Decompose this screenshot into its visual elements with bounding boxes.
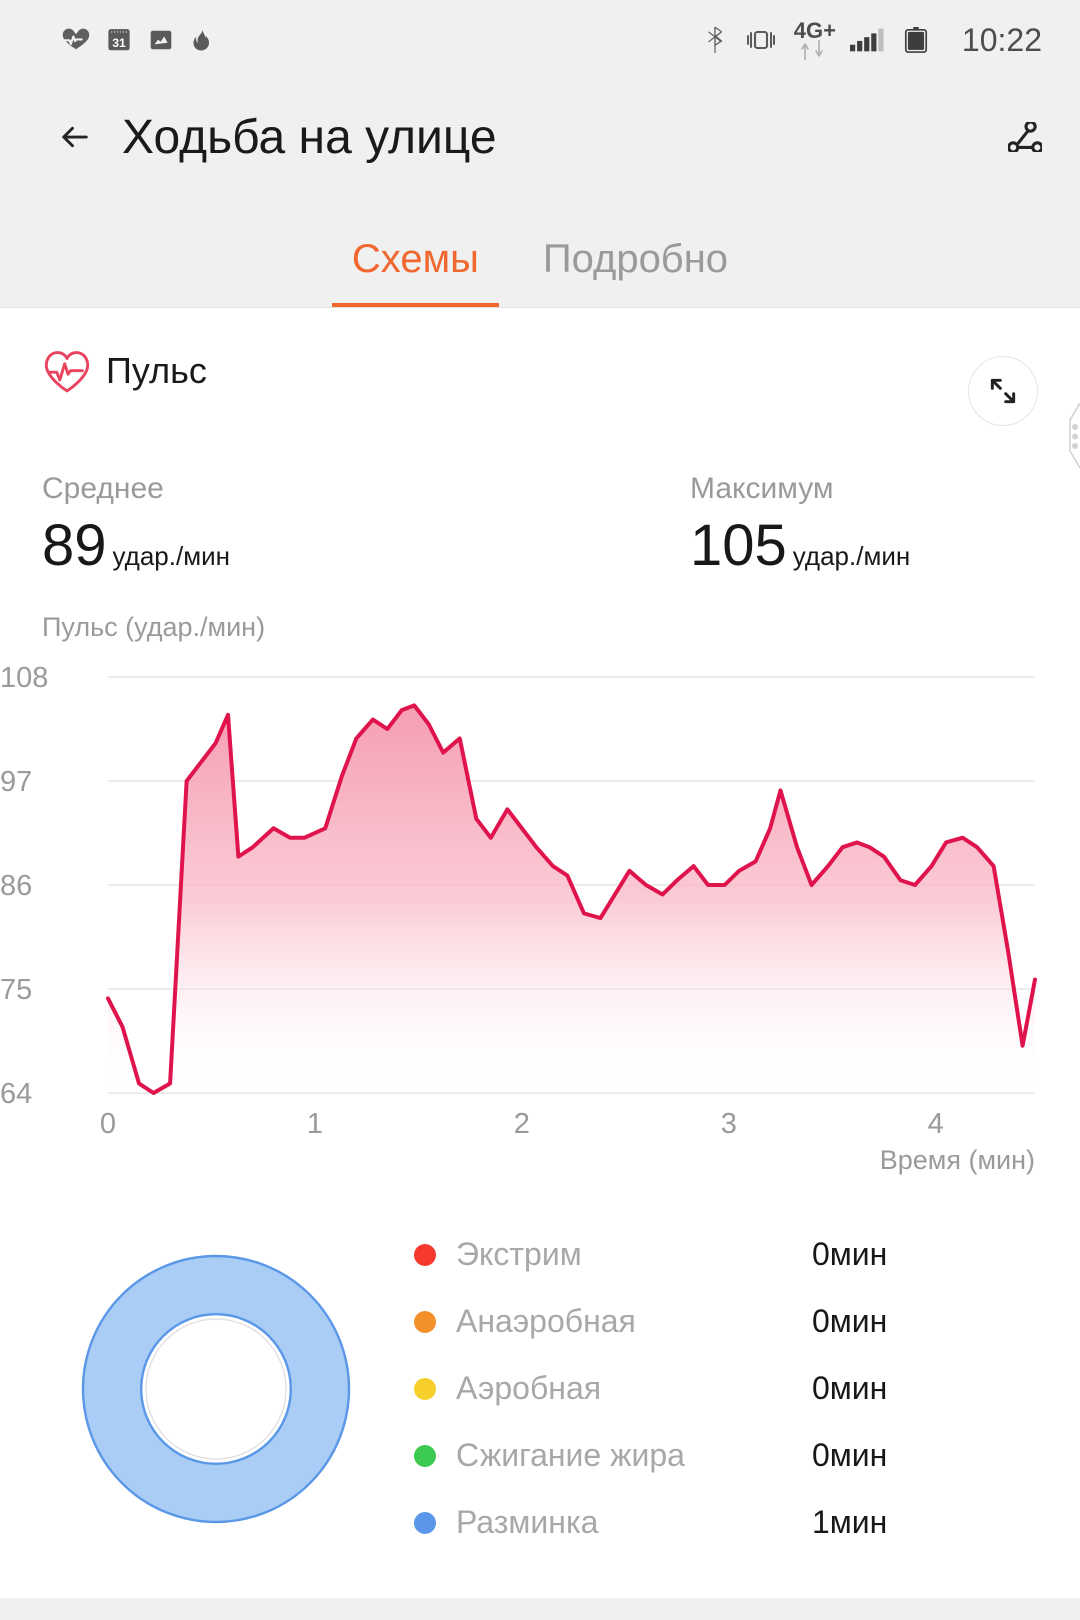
svg-text:4: 4	[928, 1108, 944, 1140]
svg-text:86: 86	[0, 870, 32, 902]
svg-text:97: 97	[0, 766, 32, 798]
svg-text:0: 0	[100, 1108, 116, 1140]
svg-text:31: 31	[112, 36, 126, 50]
svg-text:75: 75	[0, 974, 32, 1006]
svg-text:108: 108	[0, 662, 48, 694]
svg-text:2: 2	[514, 1108, 530, 1140]
svg-text:64: 64	[0, 1078, 32, 1110]
svg-text:3: 3	[721, 1108, 737, 1140]
svg-text:Время (мин): Время (мин)	[880, 1145, 1035, 1175]
svg-text:1: 1	[307, 1108, 323, 1140]
